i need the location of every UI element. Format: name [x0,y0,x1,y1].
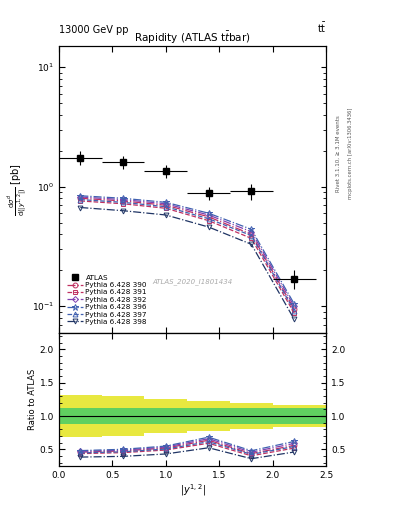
Pythia 6.428 397 [292,308,296,314]
Pythia 6.428 391 [163,205,168,211]
Pythia 6.428 397 [163,204,168,210]
Pythia 6.428 397 [249,232,254,239]
Y-axis label: $\frac{\mathrm{d}\sigma^d}{\mathrm{d}(|y^{1,2}|)}$ [pb]: $\frac{\mathrm{d}\sigma^d}{\mathrm{d}(|y… [6,163,29,216]
Pythia 6.428 391 [121,201,125,207]
Pythia 6.428 392 [163,201,168,207]
Pythia 6.428 391 [292,310,296,316]
Line: Pythia 6.428 392: Pythia 6.428 392 [78,195,296,308]
Pythia 6.428 398 [292,316,296,322]
Pythia 6.428 390 [163,202,168,208]
Title: Rapidity (ATLAS t$\bar{t}$bar): Rapidity (ATLAS t$\bar{t}$bar) [134,30,251,46]
Pythia 6.428 398 [78,204,83,210]
Pythia 6.428 396 [206,210,211,216]
Pythia 6.428 398 [249,241,254,247]
Text: mcplots.cern.ch [arXiv:1306.3436]: mcplots.cern.ch [arXiv:1306.3436] [348,108,353,199]
Pythia 6.428 392 [78,194,83,200]
Pythia 6.428 396 [249,226,254,232]
Pythia 6.428 396 [292,301,296,307]
Pythia 6.428 391 [78,198,83,204]
Pythia 6.428 391 [206,218,211,224]
Pythia 6.428 390 [292,306,296,312]
Pythia 6.428 397 [206,216,211,222]
Pythia 6.428 392 [292,303,296,309]
Line: Pythia 6.428 390: Pythia 6.428 390 [78,196,297,311]
Pythia 6.428 390 [78,195,83,201]
Line: Pythia 6.428 391: Pythia 6.428 391 [78,199,297,315]
Pythia 6.428 398 [206,224,211,230]
Pythia 6.428 396 [163,199,168,205]
Text: t$\bar{\mathrm{t}}$: t$\bar{\mathrm{t}}$ [317,21,326,35]
Pythia 6.428 398 [121,208,125,214]
Pythia 6.428 390 [249,231,254,238]
Pythia 6.428 397 [78,197,83,203]
Pythia 6.428 390 [121,198,125,204]
Pythia 6.428 390 [206,214,211,220]
Text: Rivet 3.1.10, ≥ 3.1M events: Rivet 3.1.10, ≥ 3.1M events [336,115,341,192]
Legend: ATLAS, Pythia 6.428 390, Pythia 6.428 391, Pythia 6.428 392, Pythia 6.428 396, P: ATLAS, Pythia 6.428 390, Pythia 6.428 39… [65,273,149,326]
Pythia 6.428 396 [78,193,83,199]
Pythia 6.428 398 [163,212,168,218]
Pythia 6.428 391 [249,235,254,241]
Pythia 6.428 396 [121,195,125,201]
Text: 13000 GeV pp: 13000 GeV pp [59,25,129,35]
X-axis label: $|y^{1,2}|$: $|y^{1,2}|$ [180,482,206,498]
Line: Pythia 6.428 398: Pythia 6.428 398 [78,205,297,322]
Text: ATLAS_2020_I1801434: ATLAS_2020_I1801434 [152,278,233,285]
Line: Pythia 6.428 396: Pythia 6.428 396 [77,193,297,307]
Pythia 6.428 397 [121,199,125,205]
Pythia 6.428 392 [206,212,211,218]
Pythia 6.428 392 [121,197,125,203]
Pythia 6.428 392 [249,229,254,235]
Y-axis label: Ratio to ATLAS: Ratio to ATLAS [28,369,37,430]
Line: Pythia 6.428 397: Pythia 6.428 397 [78,197,297,313]
